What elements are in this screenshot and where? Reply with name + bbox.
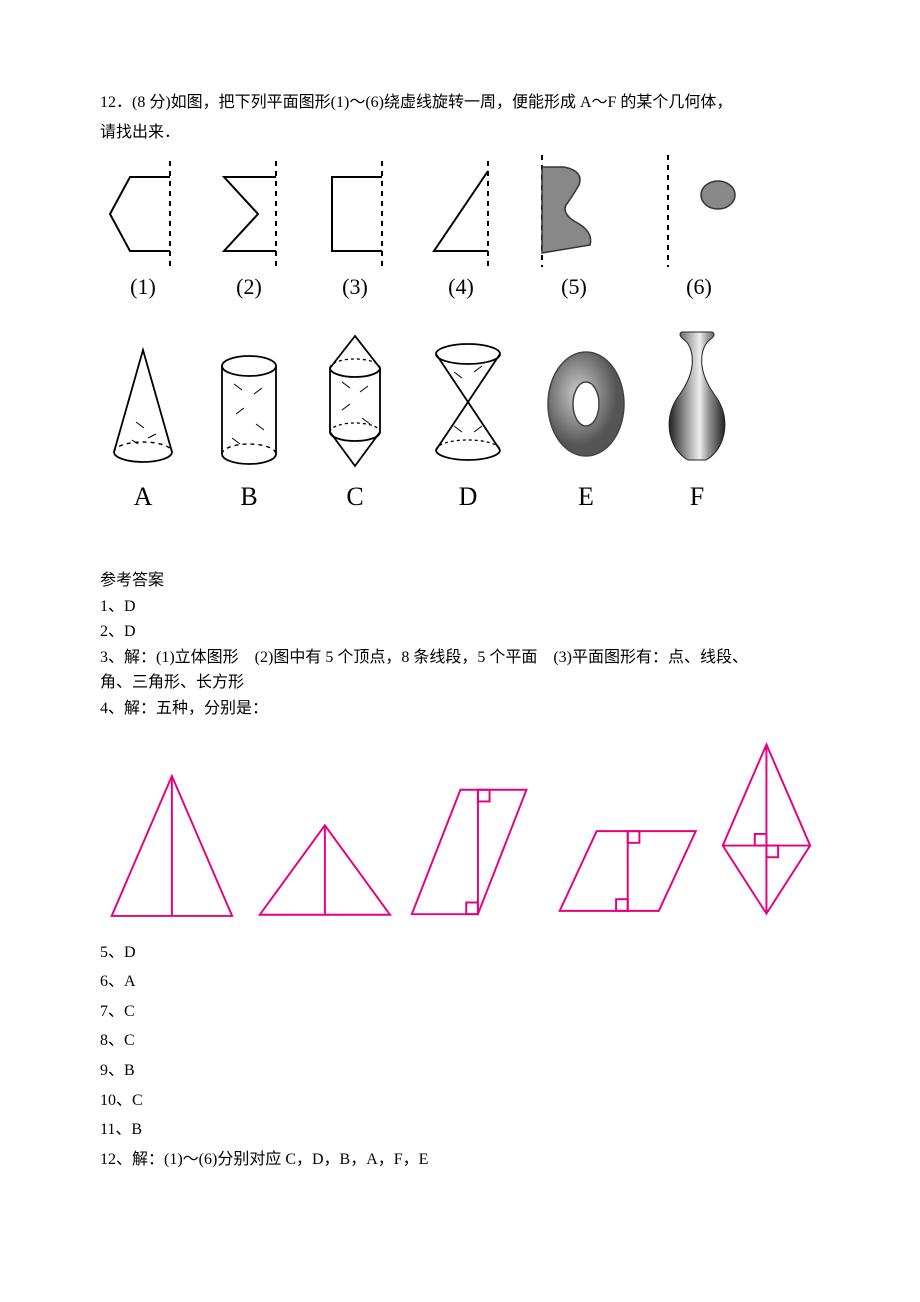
shape-5-svg <box>524 155 624 267</box>
flat-shape-3: (3) <box>312 161 398 304</box>
magenta-figures-row <box>100 736 820 926</box>
solid-C-svg <box>312 332 398 472</box>
solid-F-svg <box>654 322 740 472</box>
solid-label-D: D <box>459 476 478 518</box>
flat-label-5: (5) <box>561 269 587 304</box>
answers-tail: 5、D 6、A 7、C 8、C 9、B 10、C 11、B 12、解：(1)～(… <box>100 940 820 1173</box>
flat-label-6: (6) <box>686 269 712 304</box>
flat-shape-2: (2) <box>206 161 292 304</box>
solid-label-C: C <box>346 476 363 518</box>
solid-label-F: F <box>690 476 704 518</box>
solid-D-svg <box>418 332 518 472</box>
q12-line1: 12．(8 分)如图，把下列平面图形(1)～(6)绕虚线旋转一周，便能形成 A～… <box>100 90 820 116</box>
ans-4: 4、解：五种，分别是： <box>100 696 820 722</box>
magenta-fig-4 <box>550 816 705 926</box>
ans-10: 10、C <box>100 1088 820 1114</box>
ans-8: 8、C <box>100 1028 820 1054</box>
solid-F: F <box>654 322 740 518</box>
magenta-fig-3 <box>406 776 542 926</box>
magenta-fig-5 <box>713 736 820 926</box>
solid-C: C <box>312 332 398 518</box>
ans-1: 1、D <box>100 594 820 620</box>
ans-5: 5、D <box>100 940 820 966</box>
answers-heading: 参考答案 <box>100 568 820 594</box>
ans-3a: 3、解：(1)立体图形 (2)图中有 5 个顶点，8 条线段，5 个平面 (3)… <box>100 645 820 671</box>
flat-shape-1: (1) <box>100 161 186 304</box>
flat-label-2: (2) <box>236 269 262 304</box>
flat-label-3: (3) <box>342 269 368 304</box>
ans-9: 9、B <box>100 1058 820 1084</box>
shape-6-svg <box>644 155 754 267</box>
solid-E-svg <box>538 332 634 472</box>
ans-12: 12、解：(1)～(6)分别对应 C，D，B，A，F，E <box>100 1147 820 1173</box>
shape-4-svg <box>418 161 504 267</box>
solid-B-svg <box>206 344 292 472</box>
solid-label-B: B <box>240 476 257 518</box>
magenta-fig-2 <box>252 816 398 926</box>
flat-shape-4: (4) <box>418 161 504 304</box>
answers-block: 参考答案 1、D 2、D 3、解：(1)立体图形 (2)图中有 5 个顶点，8 … <box>100 568 820 722</box>
solid-A: A <box>100 344 186 518</box>
shape-2-svg <box>206 161 292 267</box>
ans-7: 7、C <box>100 999 820 1025</box>
flat-shape-6: (6) <box>644 155 754 304</box>
solid-label-A: A <box>134 476 153 518</box>
solid-label-E: E <box>578 476 594 518</box>
flat-label-4: (4) <box>448 269 474 304</box>
magenta-fig-1 <box>100 766 244 926</box>
solid-shapes-row: A B <box>100 322 820 518</box>
q12-line2: 请找出来． <box>100 120 820 146</box>
solid-E: E <box>538 332 634 518</box>
solid-D: D <box>418 332 518 518</box>
shape-1-svg <box>100 161 186 267</box>
ans-6: 6、A <box>100 969 820 995</box>
flat-label-1: (1) <box>130 269 156 304</box>
shape-3-svg <box>312 161 398 267</box>
flat-shapes-row: (1) (2) (3) (4) (5) <box>100 155 820 304</box>
ans-2: 2、D <box>100 619 820 645</box>
flat-shape-5: (5) <box>524 155 624 304</box>
solid-A-svg <box>100 344 186 472</box>
solid-B: B <box>206 344 292 518</box>
ans-3b: 角、三角形、长方形 <box>100 670 820 696</box>
ans-11: 11、B <box>100 1117 820 1143</box>
